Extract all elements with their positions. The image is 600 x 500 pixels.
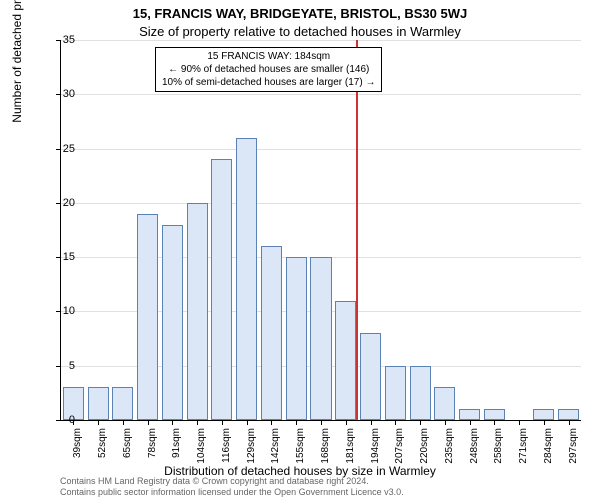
chart-title: 15, FRANCIS WAY, BRIDGEYATE, BRISTOL, BS…	[0, 6, 600, 21]
xtick-mark	[148, 420, 149, 425]
histogram-bar	[261, 246, 282, 420]
histogram-bar	[335, 301, 356, 420]
histogram-bar	[558, 409, 579, 420]
ytick-label: 25	[45, 143, 75, 155]
annotation-line1: 15 FRANCIS WAY: 184sqm	[162, 50, 375, 63]
histogram-bar	[385, 366, 406, 420]
histogram-bar	[484, 409, 505, 420]
annotation-line3: 10% of semi-detached houses are larger (…	[162, 76, 375, 89]
histogram-bar	[286, 257, 307, 420]
xtick-mark	[123, 420, 124, 425]
ytick-label: 20	[45, 197, 75, 209]
xtick-mark	[519, 420, 520, 425]
chart-container	[60, 40, 580, 420]
histogram-bar	[187, 203, 208, 420]
xtick-label: 220sqm	[419, 428, 430, 478]
xtick-label: 235sqm	[444, 428, 455, 478]
xtick-label: 155sqm	[295, 428, 306, 478]
gridline	[61, 203, 581, 204]
ytick-label: 5	[45, 360, 75, 372]
chart-subtitle: Size of property relative to detached ho…	[0, 24, 600, 39]
y-axis-label: Number of detached properties	[10, 0, 24, 230]
xtick-label: 91sqm	[171, 428, 182, 478]
xtick-mark	[371, 420, 372, 425]
xtick-mark	[271, 420, 272, 425]
xtick-label: 52sqm	[97, 428, 108, 478]
xtick-label: 207sqm	[394, 428, 405, 478]
xtick-mark	[470, 420, 471, 425]
xtick-label: 129sqm	[246, 428, 257, 478]
gridline	[61, 149, 581, 150]
annotation-box: 15 FRANCIS WAY: 184sqm← 90% of detached …	[155, 47, 382, 92]
xtick-label: 168sqm	[320, 428, 331, 478]
ytick-label: 10	[45, 305, 75, 317]
xtick-mark	[395, 420, 396, 425]
xtick-mark	[247, 420, 248, 425]
xtick-label: 181sqm	[345, 428, 356, 478]
xtick-mark	[296, 420, 297, 425]
xtick-label: 78sqm	[147, 428, 158, 478]
xtick-label: 194sqm	[370, 428, 381, 478]
histogram-bar	[88, 387, 109, 420]
ytick-label: 35	[45, 34, 75, 46]
histogram-bar	[410, 366, 431, 420]
xtick-label: 284sqm	[543, 428, 554, 478]
xtick-label: 297sqm	[568, 428, 579, 478]
gridline	[61, 40, 581, 41]
histogram-bar	[236, 138, 257, 420]
xtick-mark	[98, 420, 99, 425]
footer-line2: Contains public sector information licen…	[60, 487, 404, 498]
plot-area	[60, 40, 581, 421]
xtick-mark	[222, 420, 223, 425]
ytick-label: 0	[45, 414, 75, 426]
xtick-label: 248sqm	[469, 428, 480, 478]
xtick-label: 39sqm	[72, 428, 83, 478]
xtick-mark	[321, 420, 322, 425]
annotation-line2: ← 90% of detached houses are smaller (14…	[162, 63, 375, 76]
xtick-mark	[197, 420, 198, 425]
xtick-mark	[494, 420, 495, 425]
histogram-bar	[211, 159, 232, 420]
xtick-mark	[172, 420, 173, 425]
ytick-label: 15	[45, 251, 75, 263]
xtick-label: 271sqm	[518, 428, 529, 478]
xtick-label: 104sqm	[196, 428, 207, 478]
xtick-mark	[544, 420, 545, 425]
histogram-bar	[533, 409, 554, 420]
histogram-bar	[137, 214, 158, 420]
xtick-mark	[420, 420, 421, 425]
histogram-bar	[459, 409, 480, 420]
xtick-label: 116sqm	[221, 428, 232, 478]
xtick-mark	[346, 420, 347, 425]
xtick-label: 65sqm	[122, 428, 133, 478]
histogram-bar	[360, 333, 381, 420]
ytick-label: 30	[45, 88, 75, 100]
histogram-bar	[162, 225, 183, 420]
histogram-bar	[310, 257, 331, 420]
histogram-bar	[434, 387, 455, 420]
xtick-mark	[445, 420, 446, 425]
xtick-label: 142sqm	[270, 428, 281, 478]
histogram-bar	[112, 387, 133, 420]
gridline	[61, 94, 581, 95]
xtick-mark	[569, 420, 570, 425]
reference-line	[356, 40, 358, 420]
xtick-label: 258sqm	[493, 428, 504, 478]
footer-attribution: Contains HM Land Registry data © Crown c…	[60, 476, 404, 498]
footer-line1: Contains HM Land Registry data © Crown c…	[60, 476, 404, 487]
